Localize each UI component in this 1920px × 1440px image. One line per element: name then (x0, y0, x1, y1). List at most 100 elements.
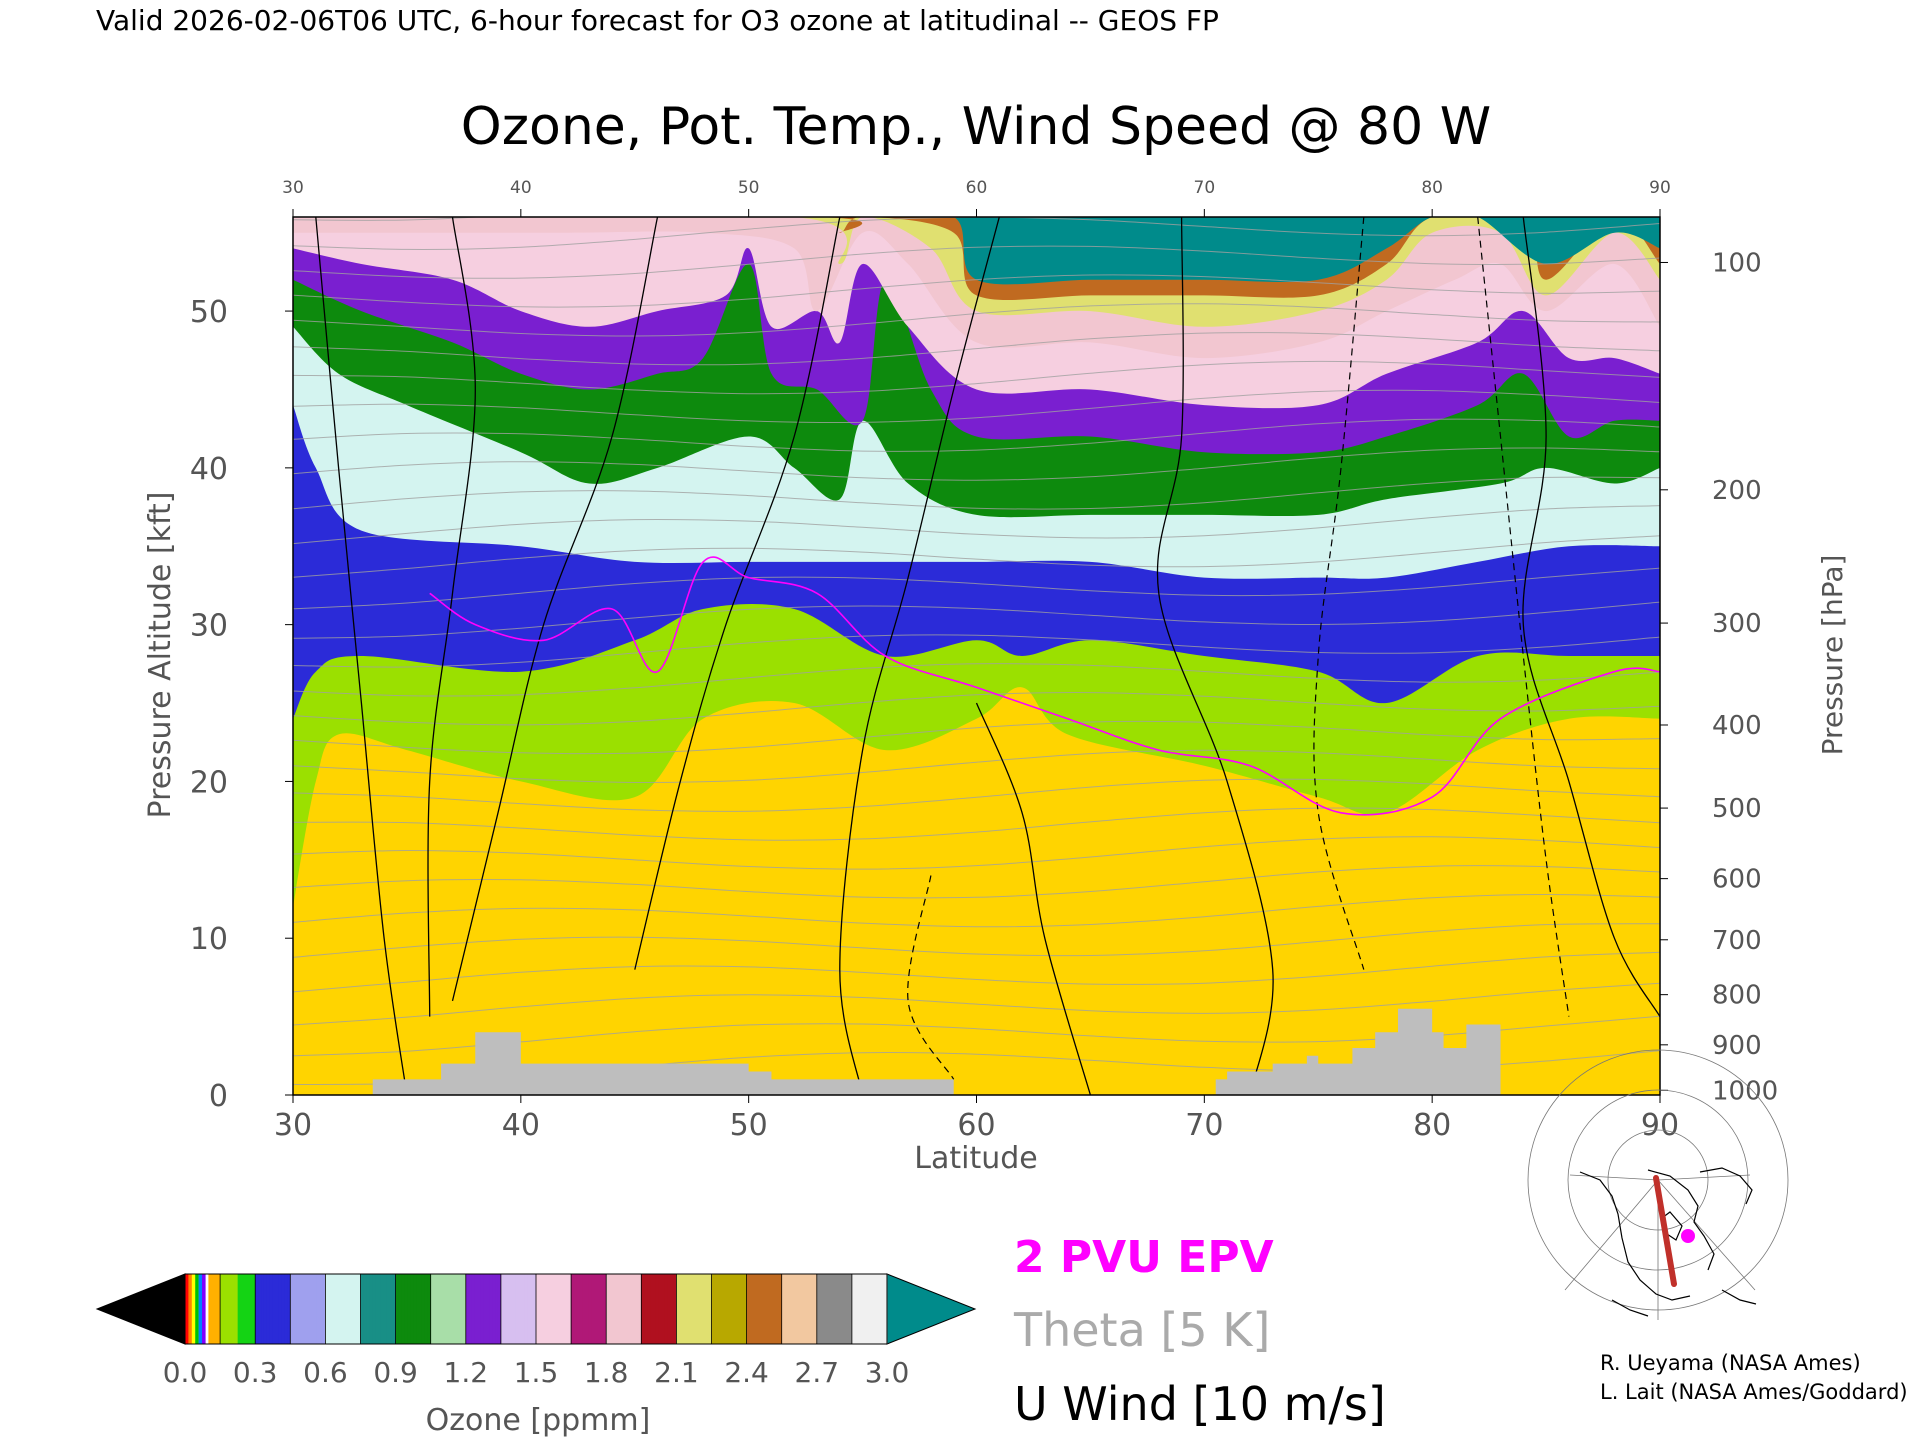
colorbar-low-arrow (95, 1273, 186, 1345)
colorbar-segment (497, 1274, 502, 1344)
colorbar-segment (421, 1274, 426, 1344)
colorbar-segment (299, 1274, 303, 1344)
colorbar-segment (620, 1274, 625, 1344)
colorbar-segment (647, 1274, 651, 1344)
colorbar-segment (787, 1274, 792, 1344)
colorbar-segment (275, 1274, 280, 1344)
pressure-tick-label: 300 (1712, 609, 1762, 639)
colorbar-segment (319, 1274, 324, 1344)
colorbar-segment (834, 1274, 838, 1344)
colorbar-segment (746, 1274, 751, 1344)
colorbar-segment (492, 1274, 496, 1344)
colorbar-segment (843, 1274, 847, 1344)
colorbar-segment (445, 1274, 449, 1344)
theta-contour (293, 476, 1660, 510)
colorbar-segment (860, 1274, 865, 1344)
colorbar-segment (743, 1274, 748, 1344)
top-tick-label: 90 (1649, 178, 1671, 198)
colorbar-segment (708, 1274, 713, 1344)
colorbar-segment (340, 1274, 344, 1344)
colorbar-segment (307, 1274, 312, 1344)
y-axis: 0 10 20 30 40 50 (190, 295, 293, 1114)
colorbar-segment (691, 1274, 695, 1344)
colorbar-segment (454, 1274, 458, 1344)
colorbar-segment (328, 1274, 332, 1344)
x-tick-label: 60 (957, 1108, 995, 1143)
colorbar-segment (848, 1274, 853, 1344)
colorbar-segment (775, 1274, 780, 1344)
theta-contour (293, 836, 1660, 870)
colorbar-segment (550, 1274, 555, 1344)
colorbar-segment (717, 1274, 721, 1344)
theta-contour (293, 720, 1660, 755)
theta-contour (293, 778, 1660, 812)
wind-contour (1522, 217, 1660, 1017)
colorbar-segment (480, 1274, 484, 1344)
colorbar-segment (331, 1274, 335, 1344)
colorbar-segment (837, 1274, 841, 1344)
colorbar-segment (603, 1274, 607, 1344)
pressure-axis: 100 200 300 400 500 600 700 800 900 1000 (1660, 248, 1778, 1106)
colorbar-segment (597, 1274, 601, 1344)
colorbar-segment (802, 1274, 806, 1344)
pressure-tick-label: 600 (1712, 865, 1762, 895)
colorbar-segment (486, 1274, 490, 1344)
colorbar-segment (819, 1274, 824, 1344)
colorbar-segment (720, 1274, 724, 1344)
colorbar-segment (348, 1274, 353, 1344)
colorbar-segment (863, 1274, 868, 1344)
colorbar-segment (609, 1274, 613, 1344)
theta-contour (293, 601, 1660, 639)
ozone-band-9 (293, 217, 1660, 285)
top-tick-label: 80 (1421, 178, 1443, 198)
colorbar-segment (515, 1274, 520, 1344)
colorbar-segment (755, 1274, 759, 1344)
colorbar-segment (758, 1274, 762, 1344)
colorbar-segment (752, 1274, 756, 1344)
colorbar-segment (767, 1274, 771, 1344)
colorbar-tick-label: 2.1 (654, 1356, 699, 1389)
pressure-axis-label: Pressure [hPa] (1816, 555, 1849, 756)
colorbar-segment (255, 1274, 259, 1344)
colorbar-segment (261, 1274, 265, 1344)
colorbar-segment (808, 1274, 812, 1344)
colorbar-segment (489, 1274, 493, 1344)
theta-contour (293, 535, 1660, 578)
colorbar-segment (246, 1274, 250, 1344)
map-location-dot (1681, 1229, 1695, 1243)
colorbar-segment (322, 1274, 326, 1344)
colorbar-segment (851, 1274, 856, 1344)
colorbar-tick-label: 0.3 (233, 1356, 278, 1389)
epv-contour-line (429, 556, 1660, 816)
colorbar-segment (667, 1274, 672, 1344)
legend-wind: U Wind [10 m/s] (1014, 1377, 1386, 1431)
colorbar-tick-label: 2.7 (795, 1356, 840, 1389)
colorbar-segment (831, 1274, 835, 1344)
colorbar-segment (290, 1274, 294, 1344)
colorbar-segment (661, 1274, 666, 1344)
pressure-tick-label: 500 (1712, 794, 1762, 824)
colorbar-segment (761, 1274, 765, 1344)
x-tick-label: 80 (1413, 1108, 1451, 1143)
theta-contour (293, 982, 1660, 1026)
colorbar-segment (225, 1274, 230, 1344)
ozone-bands (293, 217, 1660, 907)
colorbar-segment (398, 1274, 403, 1344)
colorbar-tick-label: 2.4 (724, 1356, 769, 1389)
colorbar-segment (521, 1274, 525, 1344)
colorbar-segment (673, 1274, 677, 1344)
colorbar-segment (799, 1274, 803, 1344)
colorbar-label: Ozone [ppmm] (426, 1403, 651, 1438)
theta-contour (293, 634, 1660, 668)
colorbar-segment (632, 1274, 637, 1344)
colorbar-segment (231, 1274, 236, 1344)
colorbar-segment (234, 1274, 239, 1344)
colorbar-rainbow-segment (188, 1274, 192, 1344)
colorbar-segment (228, 1274, 233, 1344)
colorbar-segment (764, 1274, 768, 1344)
colorbar-segment (825, 1274, 830, 1344)
colorbar: 0.0 0.3 0.6 0.9 1.2 1.5 1.8 2.1 2.4 2.7 3.0 (95, 1273, 977, 1389)
colorbar-segment (796, 1274, 800, 1344)
x-axis-label: Latitude (914, 1141, 1037, 1176)
